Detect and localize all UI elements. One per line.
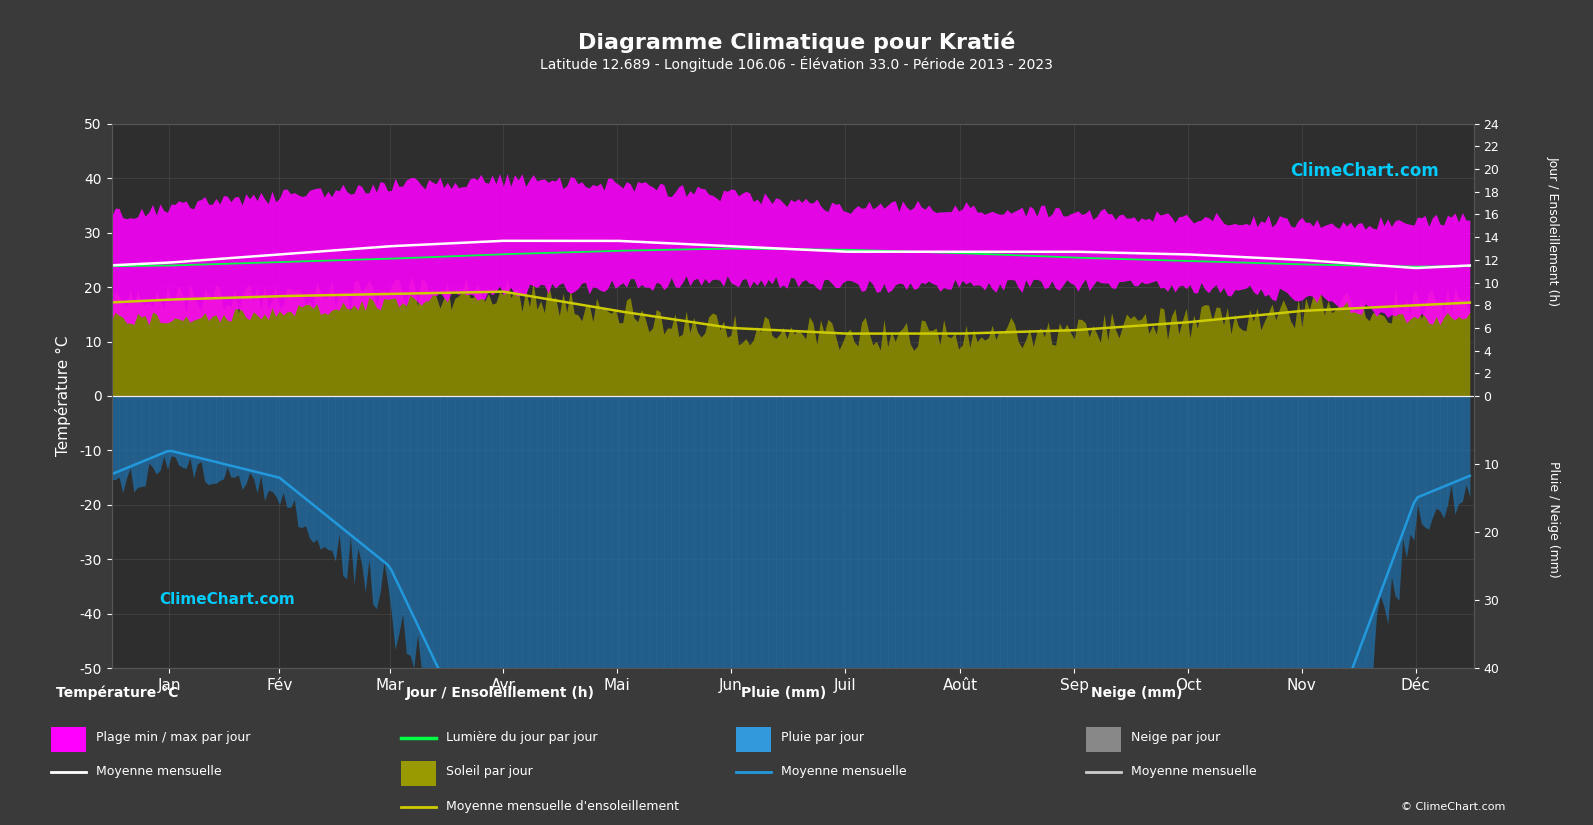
Text: Plage min / max par jour: Plage min / max par jour: [96, 731, 250, 744]
Text: Soleil par jour: Soleil par jour: [446, 766, 532, 779]
Text: Diagramme Climatique pour Kratié: Diagramme Climatique pour Kratié: [578, 31, 1015, 53]
Text: Pluie par jour: Pluie par jour: [781, 731, 863, 744]
Text: Température °C: Température °C: [56, 686, 178, 700]
Text: Moyenne mensuelle: Moyenne mensuelle: [96, 766, 221, 779]
Text: Pluie / Neige (mm): Pluie / Neige (mm): [1547, 461, 1560, 578]
Text: Latitude 12.689 - Longitude 106.06 - Élévation 33.0 - Période 2013 - 2023: Latitude 12.689 - Longitude 106.06 - Élé…: [540, 56, 1053, 72]
Text: Jour / Ensoleillement (h): Jour / Ensoleillement (h): [406, 686, 596, 700]
Text: Moyenne mensuelle d'ensoleillement: Moyenne mensuelle d'ensoleillement: [446, 800, 679, 813]
Text: Neige par jour: Neige par jour: [1131, 731, 1220, 744]
Text: ClimeChart.com: ClimeChart.com: [159, 592, 295, 607]
Text: © ClimeChart.com: © ClimeChart.com: [1400, 802, 1505, 812]
Text: Pluie (mm): Pluie (mm): [741, 686, 827, 700]
Text: Moyenne mensuelle: Moyenne mensuelle: [781, 766, 906, 779]
Text: Moyenne mensuelle: Moyenne mensuelle: [1131, 766, 1257, 779]
Text: ClimeChart.com: ClimeChart.com: [1290, 162, 1438, 180]
Text: Jour / Ensoleillement (h): Jour / Ensoleillement (h): [1547, 156, 1560, 306]
Text: Neige (mm): Neige (mm): [1091, 686, 1182, 700]
Y-axis label: Température °C: Température °C: [54, 336, 72, 456]
Text: Lumière du jour par jour: Lumière du jour par jour: [446, 731, 597, 744]
